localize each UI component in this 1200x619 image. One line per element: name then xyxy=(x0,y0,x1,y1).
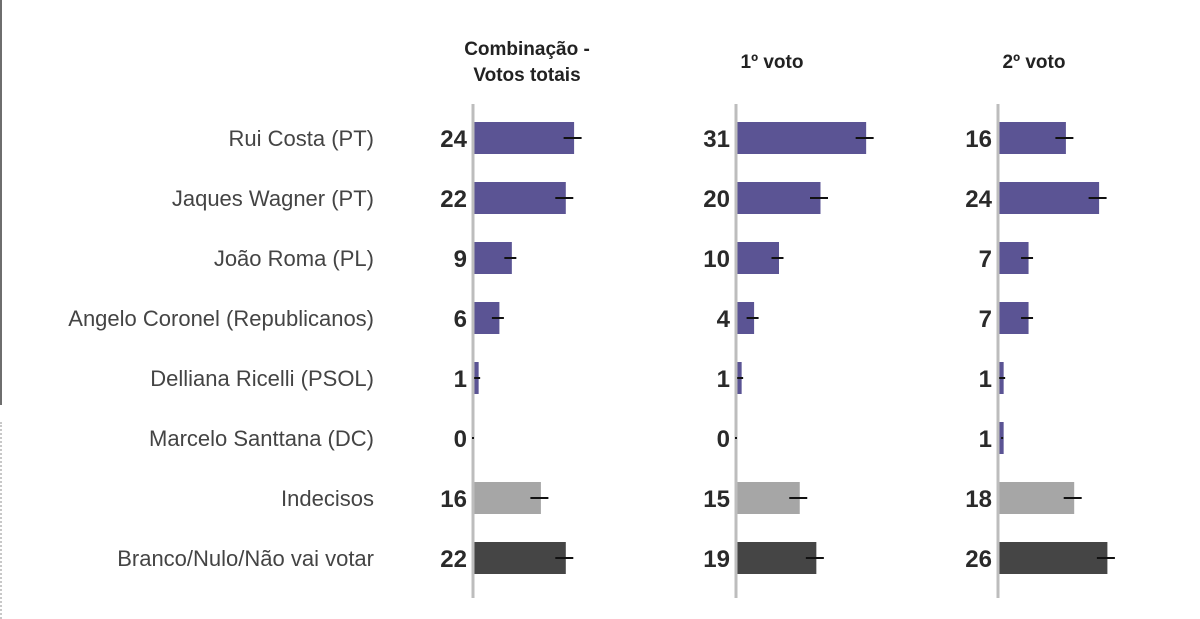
value-label: 31 xyxy=(703,126,730,153)
value-label: 26 xyxy=(965,546,992,573)
panel-title: Combinação - xyxy=(464,39,590,60)
value-label: 16 xyxy=(965,126,992,153)
value-label: 15 xyxy=(703,486,730,513)
bar xyxy=(474,182,566,214)
value-label: 1 xyxy=(979,366,992,393)
bar xyxy=(999,542,1108,574)
value-label: 10 xyxy=(703,246,730,273)
panel-title: Votos totais xyxy=(473,65,580,86)
category-label: Marcelo Santtana (DC) xyxy=(149,426,374,451)
bar xyxy=(999,482,1075,514)
value-label: 0 xyxy=(454,426,467,453)
bar xyxy=(999,182,1100,214)
frame-border-left xyxy=(0,0,2,405)
value-label: 22 xyxy=(440,546,467,573)
panel-title: 2º voto xyxy=(1003,52,1066,73)
value-label: 16 xyxy=(440,486,467,513)
value-label: 1 xyxy=(454,366,467,393)
bar xyxy=(474,482,541,514)
bar xyxy=(737,302,755,334)
category-label: Rui Costa (PT) xyxy=(229,126,374,151)
value-label: 18 xyxy=(965,486,992,513)
category-label: Jaques Wagner (PT) xyxy=(172,186,374,211)
value-label: 4 xyxy=(717,306,731,333)
bar xyxy=(737,542,817,574)
value-label: 6 xyxy=(454,306,467,333)
bar xyxy=(474,542,566,574)
panel-title: 1º voto xyxy=(741,52,804,73)
bar xyxy=(737,122,867,154)
frame-border-left-dotted xyxy=(0,422,2,619)
bar xyxy=(737,182,821,214)
value-label: 7 xyxy=(979,246,992,273)
value-label: 1 xyxy=(979,426,992,453)
bar xyxy=(999,122,1066,154)
category-label: Branco/Nulo/Não vai votar xyxy=(117,546,374,571)
value-label: 20 xyxy=(703,186,730,213)
value-label: 22 xyxy=(440,186,467,213)
value-label: 24 xyxy=(440,126,467,153)
value-label: 1 xyxy=(717,366,730,393)
value-label: 0 xyxy=(717,426,730,453)
value-label: 24 xyxy=(965,186,992,213)
category-label: Indecisos xyxy=(281,486,374,511)
bar xyxy=(474,122,575,154)
category-label: Delliana Ricelli (PSOL) xyxy=(150,366,374,391)
category-label: Angelo Coronel (Republicanos) xyxy=(68,306,374,331)
value-label: 7 xyxy=(979,306,992,333)
value-label: 19 xyxy=(703,546,730,573)
category-label: João Roma (PL) xyxy=(214,246,374,271)
value-label: 9 xyxy=(454,246,467,273)
